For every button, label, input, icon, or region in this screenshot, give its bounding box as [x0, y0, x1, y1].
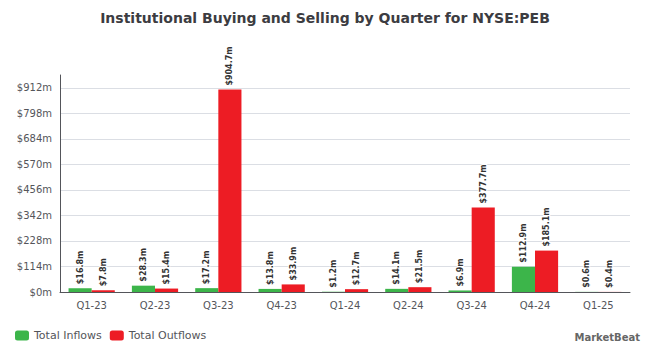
svg-text:$342m: $342m — [17, 210, 52, 221]
svg-text:MarketBeat: MarketBeat — [574, 332, 640, 343]
svg-text:$7.8m: $7.8m — [99, 258, 108, 286]
svg-text:$33.9m: $33.9m — [289, 247, 298, 281]
svg-text:Q3-23: Q3-23 — [203, 300, 234, 311]
svg-text:$798m: $798m — [17, 108, 52, 119]
svg-text:$0m: $0m — [30, 287, 52, 298]
svg-text:$684m: $684m — [17, 133, 52, 144]
svg-text:$28.3m: $28.3m — [139, 248, 148, 282]
svg-text:$228m: $228m — [17, 235, 52, 246]
svg-text:Q4-23: Q4-23 — [266, 300, 297, 311]
svg-text:$6.9m: $6.9m — [456, 258, 465, 286]
svg-text:$570m: $570m — [17, 159, 52, 170]
svg-text:Q1-23: Q1-23 — [76, 300, 107, 311]
svg-text:$0.6m: $0.6m — [582, 260, 591, 288]
svg-text:$114m: $114m — [17, 261, 52, 272]
svg-text:$112.9m: $112.9m — [519, 224, 528, 263]
svg-text:Total Outflows: Total Outflows — [128, 329, 207, 342]
svg-text:Q2-23: Q2-23 — [140, 300, 171, 311]
svg-text:$904.7m: $904.7m — [225, 46, 234, 85]
svg-text:Total Inflows: Total Inflows — [33, 329, 102, 342]
svg-text:$0.4m: $0.4m — [605, 260, 614, 288]
svg-text:$14.1m: $14.1m — [392, 251, 401, 285]
svg-text:$15.4m: $15.4m — [162, 251, 171, 285]
svg-text:$16.8m: $16.8m — [76, 251, 85, 285]
svg-text:$185.1m: $185.1m — [542, 207, 551, 246]
svg-text:$13.8m: $13.8m — [266, 251, 275, 285]
svg-text:Q1-25: Q1-25 — [583, 300, 614, 311]
svg-text:$21.5m: $21.5m — [415, 250, 424, 284]
svg-text:$17.2m: $17.2m — [202, 251, 211, 285]
svg-text:Institutional Buying and Selli: Institutional Buying and Selling by Quar… — [100, 10, 550, 26]
svg-text:Q1-24: Q1-24 — [330, 300, 361, 311]
svg-text:$12.7m: $12.7m — [352, 252, 361, 286]
svg-text:$912m: $912m — [17, 82, 52, 93]
svg-text:$377.7m: $377.7m — [479, 164, 488, 203]
svg-text:Q4-24: Q4-24 — [520, 300, 551, 311]
svg-text:$456m: $456m — [17, 184, 52, 195]
svg-text:Q2-24: Q2-24 — [393, 300, 424, 311]
svg-text:$1.2m: $1.2m — [329, 260, 338, 288]
svg-text:Q3-24: Q3-24 — [456, 300, 487, 311]
